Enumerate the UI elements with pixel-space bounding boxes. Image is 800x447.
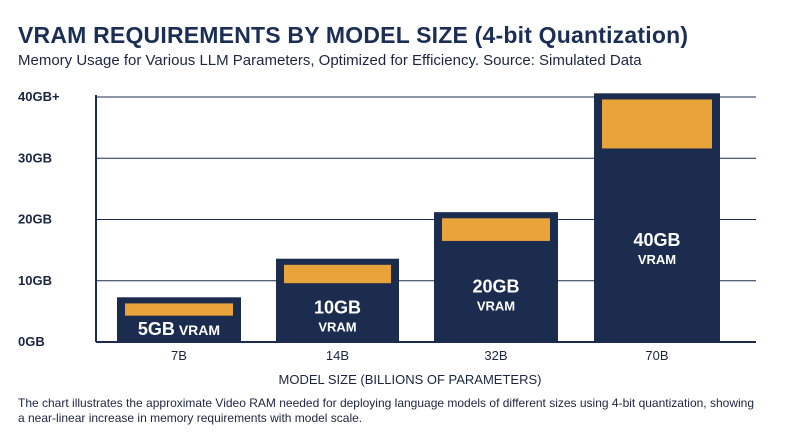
y-tick-label: 40GB+ — [18, 89, 60, 104]
bar-inner-32B — [442, 240, 550, 342]
x-tick-label: 70B — [645, 348, 668, 363]
bar-value-label: 10GB — [314, 298, 361, 318]
y-tick-label: 30GB — [18, 150, 52, 165]
y-tick-label: 10GB — [18, 273, 52, 288]
chart-caption: The chart illustrates the approximate Vi… — [18, 396, 754, 425]
x-tick-label: 7B — [171, 348, 187, 363]
y-tick-label: 20GB — [18, 212, 52, 227]
bar-inner-70B — [602, 148, 712, 342]
bar-inner-7B — [125, 315, 233, 342]
x-tick-label: 14B — [326, 348, 349, 363]
bar-value-unit: VRAM — [638, 252, 676, 267]
y-axis: 0GB 10GB 20GB 30GB 40GB+ — [18, 89, 97, 349]
x-axis: 7B 14B 32B 70B — [96, 341, 756, 363]
chart-title: VRAM REQUIREMENTS BY MODEL SIZE (4-bit Q… — [18, 22, 689, 48]
bars: 5GB VRAM 10GB VRAM 20GB VRAM 40GB VRAM — [117, 93, 720, 342]
bar-value-unit: VRAM — [477, 298, 515, 313]
y-tick-label: 0GB — [18, 334, 45, 349]
bar-value-label: 40GB — [633, 230, 680, 250]
x-axis-label: MODEL SIZE (BILLIONS OF PARAMETERS) — [279, 372, 542, 387]
x-tick-label: 32B — [484, 348, 507, 363]
bar-inner-14B — [284, 283, 391, 342]
bar-value-label: 5GB VRAM — [138, 319, 220, 339]
bar-value-unit: VRAM — [318, 320, 356, 335]
chart-subtitle: Memory Usage for Various LLM Parameters,… — [18, 52, 642, 69]
bar-value-label: 20GB — [472, 276, 519, 296]
